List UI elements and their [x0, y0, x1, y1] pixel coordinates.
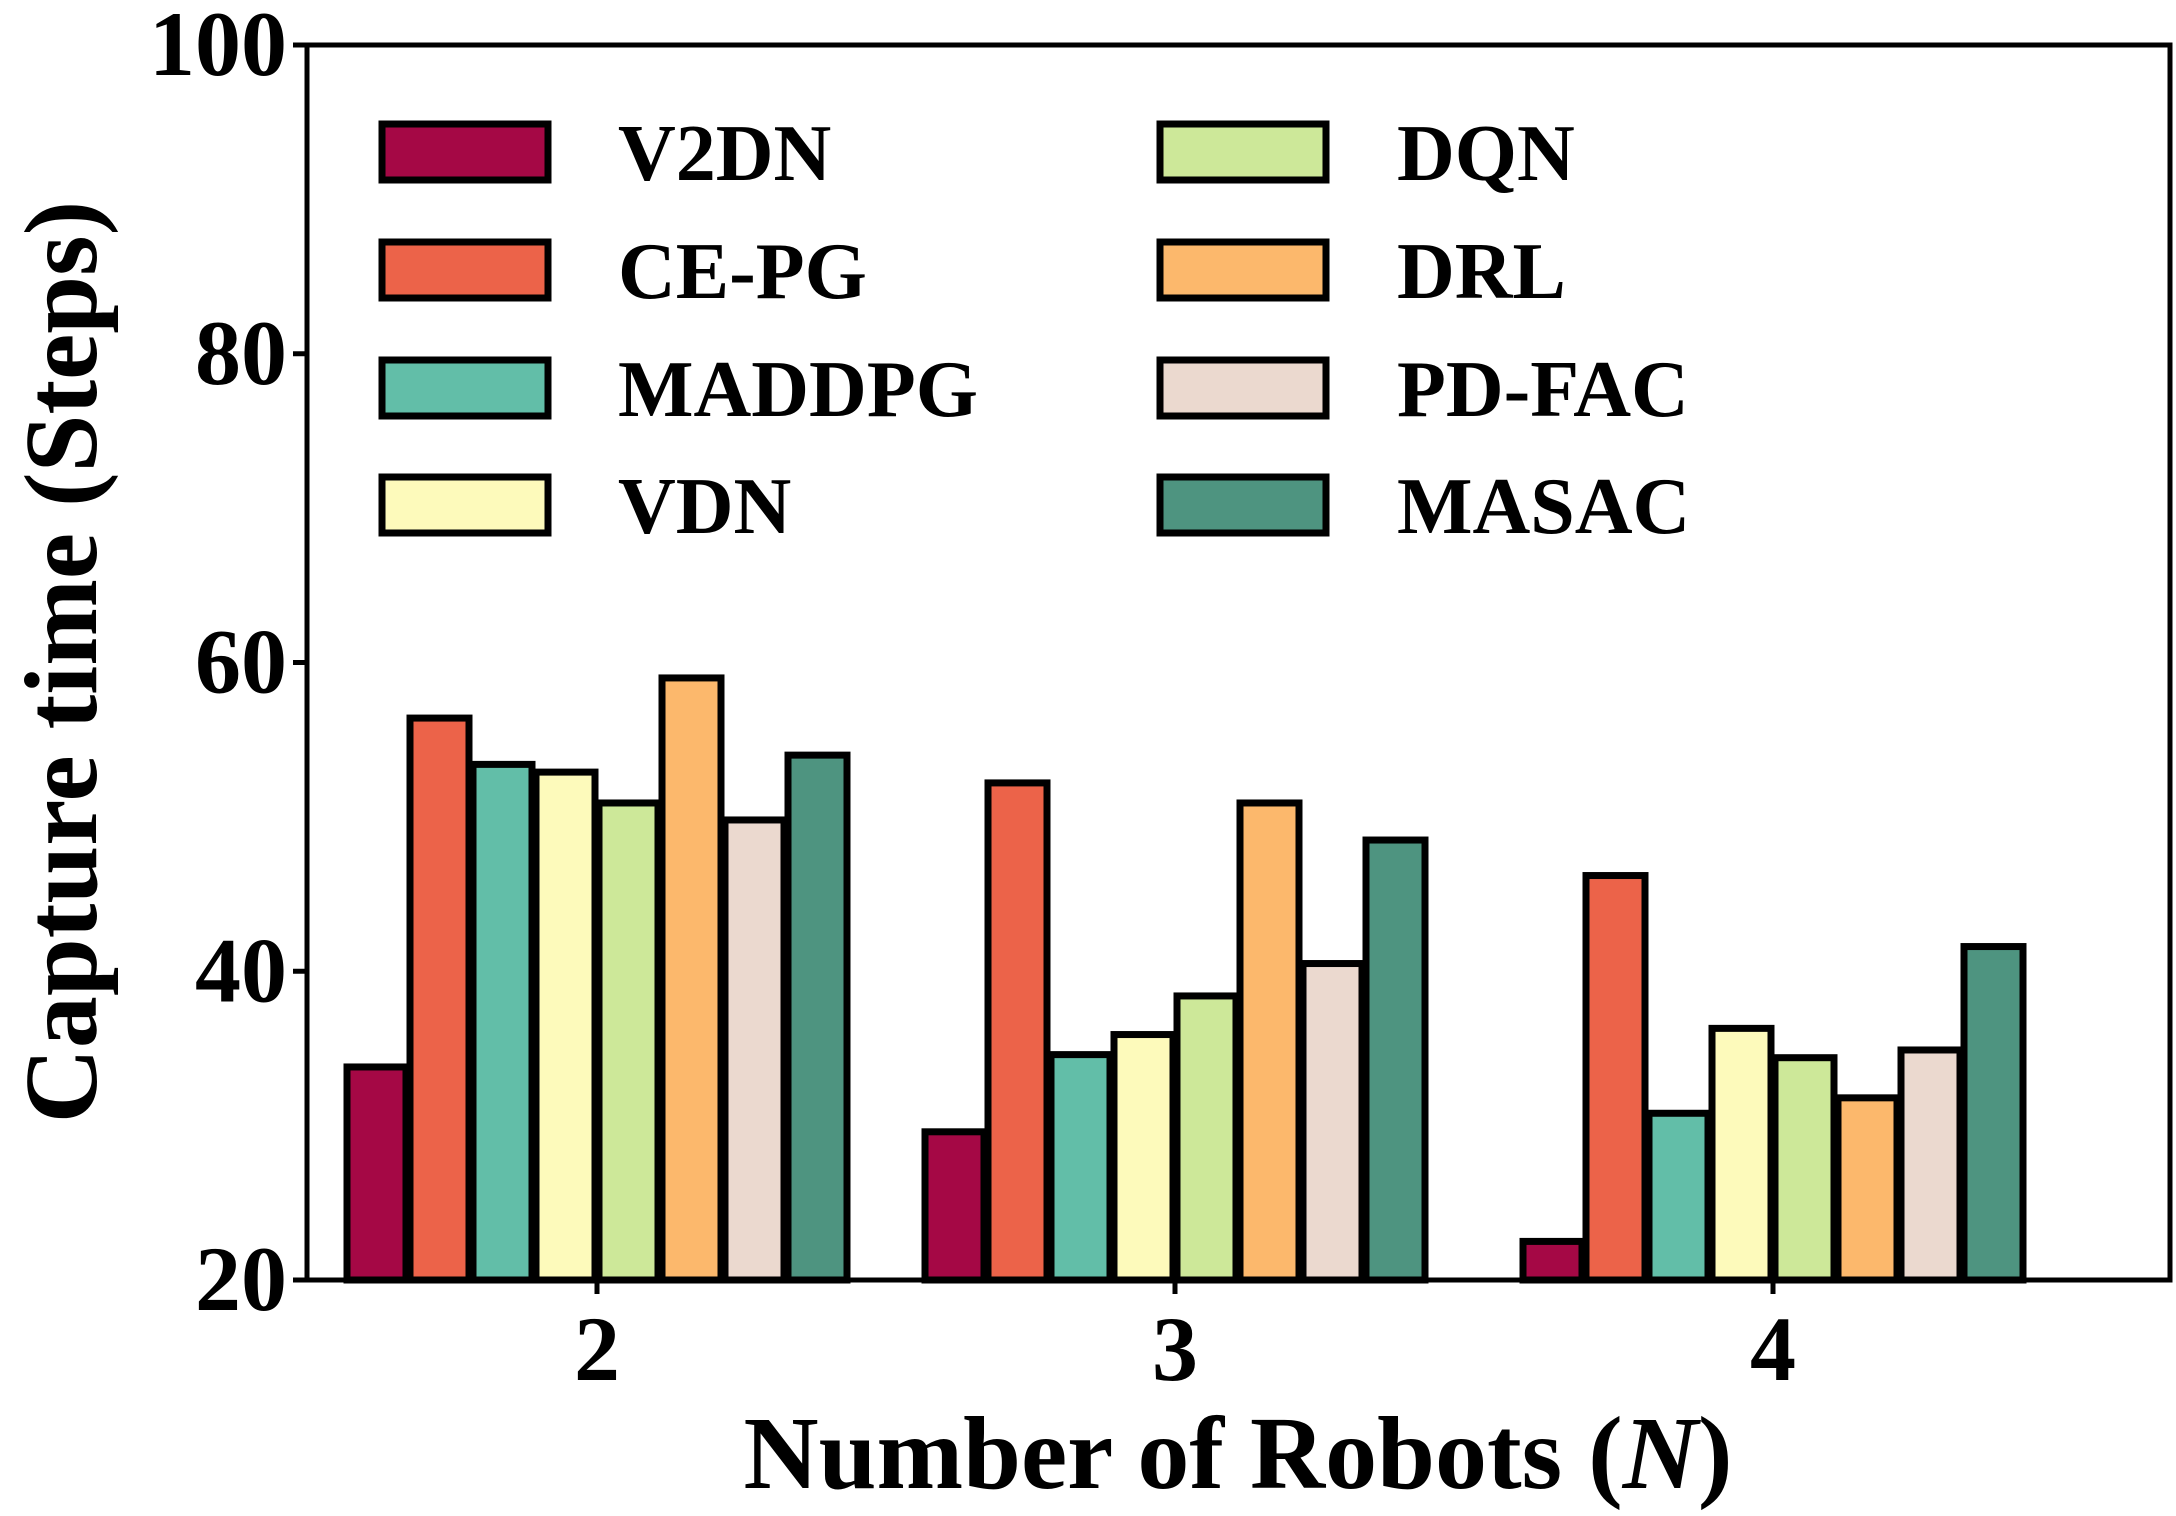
legend-swatch-dqn	[1156, 120, 1330, 184]
bar-drl-n3	[1236, 799, 1303, 1284]
legend-label-maddpg: MADDPG	[618, 346, 978, 434]
bar-dqn-n4	[1771, 1054, 1838, 1284]
bar-v2dn-n4	[1519, 1237, 1586, 1284]
bar-vdn-n3	[1110, 1031, 1177, 1284]
y-tick-label-20: 20	[195, 1228, 287, 1330]
legend-swatch-maddpg	[378, 356, 552, 420]
legend-swatch-masac	[1156, 473, 1330, 537]
legend: V2DN CE-PG MADDPG VDN DQN DRL PD-FAC MASAC	[378, 110, 1690, 551]
legend-label-ce-pg: CE-PG	[618, 228, 867, 316]
legend-label-v2dn: V2DN	[618, 110, 831, 198]
legend-label-dqn: DQN	[1397, 110, 1575, 198]
bar-masac-n3	[1362, 836, 1429, 1284]
legend-swatch-pd-fac	[1156, 356, 1330, 420]
legend-swatch-v2dn	[378, 120, 552, 184]
bar-masac-n4	[1960, 943, 2027, 1284]
y-axis-label: Capture time (Steps)	[4, 201, 119, 1123]
legend-label-masac: MASAC	[1397, 463, 1690, 551]
bar-pd-fac-n2	[721, 816, 788, 1284]
bars-group	[343, 674, 2027, 1284]
y-tick-label-40: 40	[195, 919, 287, 1021]
bar-pd-fac-n3	[1299, 960, 1366, 1284]
bar-dqn-n2	[595, 799, 662, 1284]
bar-masac-n2	[784, 751, 851, 1284]
legend-swatch-ce-pg	[378, 238, 552, 302]
legend-swatch-drl	[1156, 238, 1330, 302]
bar-drl-n4	[1834, 1094, 1901, 1284]
y-axis: 20 40 60 80 100	[149, 0, 307, 1330]
x-tick-label-3: 3	[1152, 1298, 1198, 1400]
bar-maddpg-n2	[469, 760, 536, 1284]
bar-v2dn-n2	[343, 1063, 410, 1284]
bar-vdn-n2	[532, 768, 599, 1284]
bar-ce-pg-n3	[984, 779, 1051, 1284]
y-tick-label-80: 80	[195, 302, 287, 404]
bar-pd-fac-n4	[1897, 1046, 1964, 1284]
bar-ce-pg-n2	[406, 714, 473, 1284]
x-axis-label-end: )	[1698, 1396, 1733, 1511]
legend-label-pd-fac: PD-FAC	[1397, 346, 1689, 434]
bar-drl-n2	[658, 674, 725, 1284]
bar-maddpg-n3	[1047, 1051, 1114, 1284]
x-axis-label-variable: N	[1622, 1396, 1702, 1511]
bar-v2dn-n3	[921, 1128, 988, 1284]
legend-label-drl: DRL	[1397, 228, 1566, 316]
legend-label-vdn: VDN	[618, 463, 791, 551]
y-tick-label-100: 100	[149, 0, 287, 95]
bar-ce-pg-n4	[1582, 872, 1649, 1284]
x-tick-label-4: 4	[1750, 1298, 1796, 1400]
x-axis: 2 3 4	[574, 1280, 1796, 1400]
legend-swatch-vdn	[378, 473, 552, 537]
x-axis-label: Number of Robots (N)	[744, 1396, 1733, 1511]
y-tick-label-60: 60	[195, 611, 287, 713]
bar-vdn-n4	[1708, 1024, 1775, 1284]
x-tick-label-2: 2	[574, 1298, 620, 1400]
x-axis-label-text: Number of Robots (	[744, 1396, 1623, 1511]
bar-dqn-n3	[1173, 992, 1240, 1284]
bar-maddpg-n4	[1645, 1109, 1712, 1284]
